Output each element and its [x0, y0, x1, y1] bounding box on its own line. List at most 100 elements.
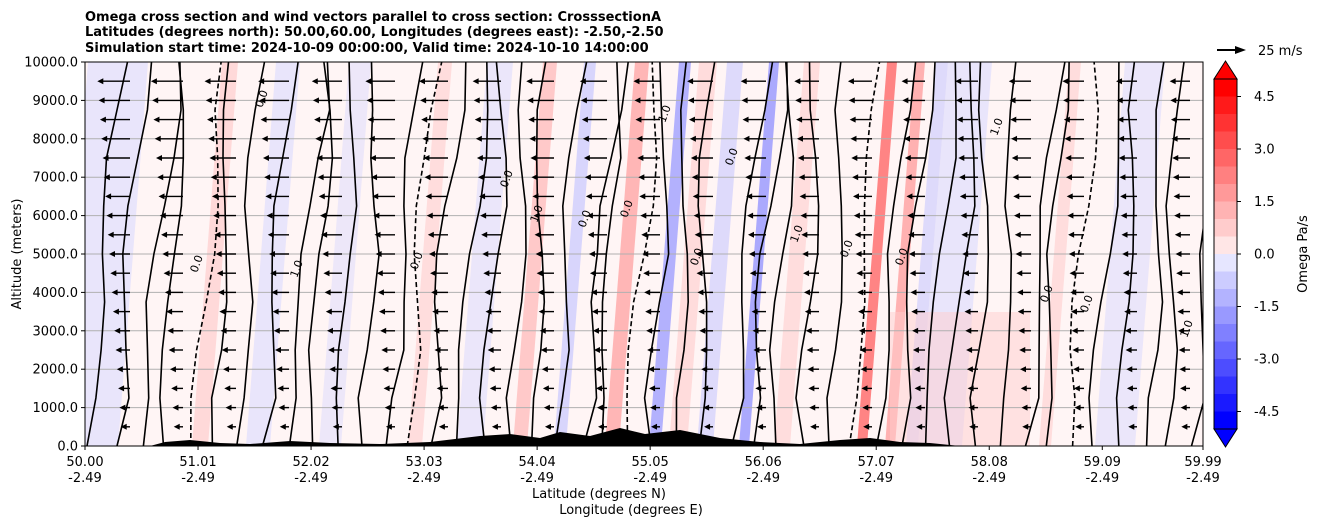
wind-vector-head: [1011, 155, 1018, 161]
wind-vector-head: [371, 174, 378, 181]
wind-vector-head: [915, 404, 922, 411]
wind-vector-head: [690, 155, 697, 161]
wind-vector-head: [101, 135, 108, 142]
wind-vector-head: [748, 251, 755, 257]
wind-vector-head: [964, 308, 971, 315]
wind-vector-head: [150, 78, 157, 85]
wind-vector-head: [365, 78, 372, 85]
wind-vector-head: [322, 251, 329, 257]
wind-vector-head: [1014, 212, 1021, 219]
wind-vector-head: [277, 385, 284, 392]
contour-line: [768, 62, 795, 446]
x-tick-latitude: 56.06: [745, 455, 782, 470]
wind-vector-head: [374, 231, 381, 238]
wind-vector-head: [741, 97, 748, 104]
wind-vector-head: [901, 78, 908, 85]
wind-vector-head: [862, 404, 869, 411]
wind-vector-head: [687, 78, 694, 85]
wind-vector-head: [1178, 347, 1185, 353]
wind-vector-head: [1174, 231, 1181, 238]
wind-vector-head: [1123, 289, 1130, 296]
wind-vector-head: [700, 347, 707, 353]
wind-vector-head: [381, 347, 388, 353]
wind-vector-head: [1173, 193, 1180, 200]
wind-vector-head: [1177, 308, 1184, 315]
x-tick-latitude: 50.00: [66, 455, 103, 470]
wind-vector-head: [1126, 366, 1133, 373]
wind-vector-head: [810, 423, 817, 430]
wind-vector-head: [694, 231, 701, 238]
wind-vector-head: [484, 289, 491, 296]
wind-vector-head: [312, 97, 319, 104]
wind-vector-head: [420, 97, 427, 104]
wind-vector-head: [651, 423, 658, 430]
y-tick-label: 3000.0: [33, 324, 79, 339]
wind-vector-head: [756, 404, 763, 411]
wind-vector-head: [115, 347, 122, 353]
wind-vector-head: [854, 231, 861, 238]
wind-vector-head: [103, 174, 110, 181]
wind-vector-head: [486, 327, 493, 334]
wind-vector-head: [696, 270, 703, 277]
wind-vector-head: [904, 155, 911, 161]
wind-vector-head: [956, 116, 963, 123]
wind-vector-head: [426, 212, 433, 219]
contour-line: [307, 62, 334, 446]
wind-vector-head: [421, 116, 428, 123]
wind-vector-head: [483, 270, 490, 277]
contour-label: 0.0: [723, 146, 741, 167]
wind-vector-head: [535, 251, 542, 257]
wind-vector-head: [858, 327, 865, 334]
wind-vector-head: [207, 116, 214, 123]
wind-vector-head: [579, 78, 586, 85]
wind-vector-head: [225, 404, 232, 411]
wind-vector-head: [367, 116, 374, 123]
contour-line: [288, 62, 331, 446]
wind-vector-head: [266, 212, 273, 219]
wind-vector-head: [799, 193, 806, 200]
wind-vector-head: [594, 366, 601, 373]
wind-vector-head: [1065, 174, 1072, 181]
wind-vector-head: [1117, 116, 1124, 123]
wind-vector-head: [278, 404, 285, 411]
colorbar-level: [1214, 236, 1237, 255]
contour-label: 1.0: [1178, 318, 1196, 339]
wind-vector-head: [634, 97, 641, 104]
wind-vector-head: [755, 385, 762, 392]
wind-vector-head: [425, 193, 432, 200]
wind-vector-head: [955, 78, 962, 85]
colorbar: -4.5 -3.0 -1.5 0.0 1.5 3.0 4.5: [1213, 60, 1279, 448]
wind-vector-head: [858, 308, 865, 315]
wind-vector-head: [324, 289, 331, 296]
wind-vector-head: [861, 385, 868, 392]
wind-vector-head: [595, 385, 602, 392]
terrain: [85, 428, 1203, 446]
wind-vector-head: [592, 327, 599, 334]
wind-vector-head: [224, 385, 231, 392]
wind-vector-head: [161, 231, 168, 238]
wind-vector-head: [475, 135, 482, 142]
colorbar-level: [1214, 271, 1237, 290]
wind-vector-head: [226, 423, 233, 430]
wind-vector-head: [532, 193, 539, 200]
contour-line: [1190, 224, 1203, 446]
colorbar-tick-label: -4.5: [1254, 405, 1279, 420]
x-tick-longitude: -2.49: [746, 471, 780, 486]
wind-vector-head: [1120, 193, 1127, 200]
wind-vector-head: [740, 78, 747, 85]
wind-vector-head: [216, 270, 223, 277]
wind-vector-head: [330, 385, 337, 392]
x-tick-latitude: 59.99: [1184, 455, 1221, 470]
colorbar-level: [1214, 254, 1237, 272]
wind-vector-head: [1124, 308, 1131, 315]
wind-vector-head: [590, 289, 597, 296]
wind-vector-head: [208, 135, 215, 142]
wind-vector-head: [859, 347, 866, 353]
wind-vector-head: [472, 78, 479, 85]
colorbar-level: [1214, 394, 1237, 412]
wind-vector-head: [317, 174, 324, 181]
colorbar-tick-label: -1.5: [1254, 300, 1279, 315]
colorbar-level: [1214, 411, 1237, 430]
wind-vector-head: [905, 174, 912, 181]
